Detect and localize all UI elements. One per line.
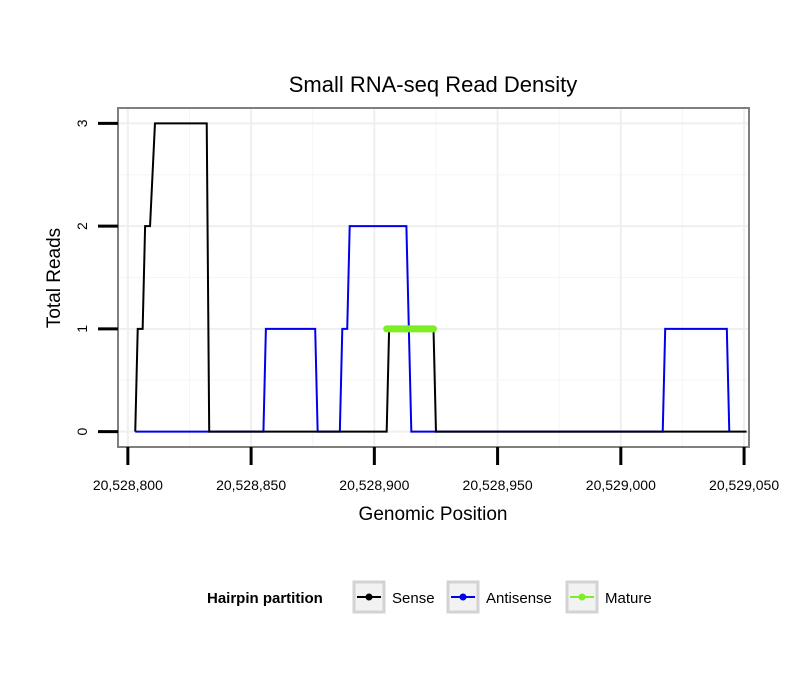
y-tick-label: 0 [74, 427, 90, 435]
x-tick-label: 20,529,050 [709, 477, 779, 493]
x-tick-label: 20,528,800 [93, 477, 163, 493]
legend-label-mature: Mature [605, 590, 652, 607]
x-tick-label: 20,529,000 [586, 477, 656, 493]
legend-title: Hairpin partition [207, 590, 323, 607]
y-tick-label: 3 [74, 119, 90, 127]
series-layer [134, 122, 747, 433]
legend-dot-mature [578, 593, 586, 601]
legend-label-antisense: Antisense [486, 590, 552, 607]
series-antisense-line [135, 225, 731, 433]
x-axis-title: Genomic Position [359, 504, 508, 525]
legend-dot-antisense [459, 593, 467, 601]
y-tick-label: 2 [74, 222, 90, 230]
legend-label-sense: Sense [392, 590, 435, 607]
x-tick-label: 20,528,900 [339, 477, 409, 493]
legend-dot-sense [365, 593, 373, 601]
y-tick-label: 1 [74, 325, 90, 333]
chart-title: Small RNA-seq Read Density [289, 72, 578, 97]
x-tick-label: 20,528,950 [463, 477, 533, 493]
y-axis-title: Total Reads [44, 228, 65, 328]
y-axis: 0 1 2 3 [74, 119, 118, 435]
legend: Hairpin partition Sense Antisense Mature [207, 580, 652, 614]
x-axis: 20,528,800 20,528,850 20,528,900 20,528,950… [93, 447, 779, 493]
plot-border [117, 107, 750, 448]
x-tick-label: 20,528,850 [216, 477, 286, 493]
